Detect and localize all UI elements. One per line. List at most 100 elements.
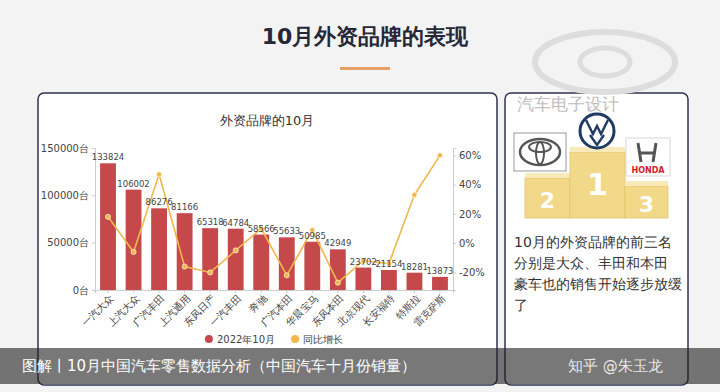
podium-place: 1 <box>587 167 608 202</box>
legend: 2022年10月 同比增长 <box>205 334 343 345</box>
bar <box>432 277 448 290</box>
axis-line <box>454 149 457 291</box>
point <box>412 192 417 197</box>
data-label: 21154 <box>375 259 402 269</box>
point <box>284 273 289 278</box>
tick: 一汽丰田 <box>207 290 243 329</box>
bar <box>202 228 218 290</box>
tick-label: 50000台 <box>47 237 89 248</box>
x-axis: 一汽大众上汽大众广汽丰田上汽通用东风日产一汽丰田奔驰广汽本田华晨宝马东风本田北京… <box>80 290 454 329</box>
data-label: 23702 <box>350 257 377 267</box>
tick-label: 0% <box>459 238 475 249</box>
podium-top <box>625 181 668 186</box>
podium-block <box>570 152 625 218</box>
logo-shape <box>529 142 551 152</box>
tick-mark <box>92 290 95 291</box>
legend-label: 同比增长 <box>303 334 343 345</box>
data-label: 65318 <box>197 217 224 227</box>
logo-box <box>514 133 566 171</box>
watermark: 汽车电子设计 <box>517 94 619 114</box>
tick-mark <box>92 195 95 196</box>
data-label: 50985 <box>299 231 326 241</box>
podium-block <box>525 178 570 218</box>
tick-mark <box>92 243 95 244</box>
tick-label: 奔驰 <box>247 293 269 315</box>
tick: 150000台 <box>41 143 95 154</box>
data-label: 86276 <box>146 197 173 207</box>
point <box>437 153 442 158</box>
chart-card <box>38 93 497 385</box>
bar <box>304 242 320 290</box>
point <box>208 270 213 275</box>
side-card <box>505 93 688 385</box>
logo-shape <box>580 114 614 148</box>
caption-band <box>0 348 720 384</box>
tick: 0台 <box>73 285 95 296</box>
canvas: 10月外资品牌的表现汽车电子设计外资品牌的10月0台50000台100000台1… <box>0 0 720 392</box>
data-labels: 1338241060028627681166653186478458566556… <box>92 152 454 276</box>
bar <box>407 273 423 290</box>
logo-shape <box>520 139 560 165</box>
tick: 40% <box>453 179 481 190</box>
data-label: 18281 <box>401 262 428 272</box>
chart-title: 外资品牌的10月 <box>220 113 315 128</box>
plot-marks <box>100 153 448 290</box>
point <box>156 172 161 177</box>
tick: 100000台 <box>41 190 95 201</box>
tick-label: 雷克萨斯 <box>412 293 448 329</box>
tick: 0% <box>453 238 475 249</box>
bar <box>177 213 193 290</box>
data-label: 133824 <box>92 152 124 162</box>
logo-vw <box>580 114 614 148</box>
tick: 50000台 <box>47 237 95 248</box>
tick: 长安福特 <box>361 290 397 329</box>
tick-label: 长安福特 <box>361 293 397 329</box>
point <box>335 280 340 285</box>
tick-label: 150000台 <box>41 143 89 154</box>
bar <box>381 270 397 290</box>
tick-mark <box>453 185 456 186</box>
tick-mark <box>92 148 95 149</box>
podium: 213HONDA <box>514 114 670 218</box>
bar <box>126 190 142 290</box>
point <box>182 264 187 269</box>
tick-label: 100000台 <box>41 190 89 201</box>
bar <box>100 163 116 290</box>
logo-toyota <box>514 133 566 171</box>
logo-label: HONDA <box>631 166 665 175</box>
tick-label: 60% <box>459 150 481 161</box>
axis-line <box>96 291 454 294</box>
tick-label: 一汽丰田 <box>207 293 243 329</box>
tick-mark <box>453 214 456 215</box>
tick-label: 20% <box>459 209 481 220</box>
podium-place: 2 <box>540 188 555 213</box>
tick: -20% <box>453 267 485 278</box>
line <box>108 155 440 282</box>
tick-mark <box>453 243 456 244</box>
watermark-shape <box>535 32 675 92</box>
logo-box <box>626 138 670 176</box>
note: 10月的外资品牌的前三名分别是大众、丰田和本田豪车也的销售开始逐步放缓了 <box>514 232 682 316</box>
data-label: 81166 <box>171 202 198 212</box>
legend-label: 2022年10月 <box>217 334 275 345</box>
tick: 60% <box>453 150 481 161</box>
podium-block <box>625 186 668 218</box>
tick: 雷克萨斯 <box>412 290 448 329</box>
logo-shape <box>536 142 544 164</box>
watermark-logo <box>535 32 675 92</box>
tick-label: 0台 <box>73 285 89 296</box>
note-line: 豪车也的销售开始逐步放缓了 <box>514 274 682 316</box>
credit: 知乎 @朱玉龙 <box>568 357 663 375</box>
title-underline <box>340 67 390 70</box>
tick-mark <box>453 155 456 156</box>
y-axis: 0台 50000台 100000台 150000台 <box>41 143 96 296</box>
legend-item: 同比增长 <box>291 334 343 345</box>
logo-shape <box>638 143 656 162</box>
tick: 20% <box>453 209 481 220</box>
tick-label: 40% <box>459 179 481 190</box>
legend-swatch <box>205 335 213 343</box>
podium-top <box>525 173 570 178</box>
tick: 奔驰 <box>247 290 269 315</box>
logo-shape <box>586 120 608 145</box>
legend-swatch <box>291 335 299 343</box>
